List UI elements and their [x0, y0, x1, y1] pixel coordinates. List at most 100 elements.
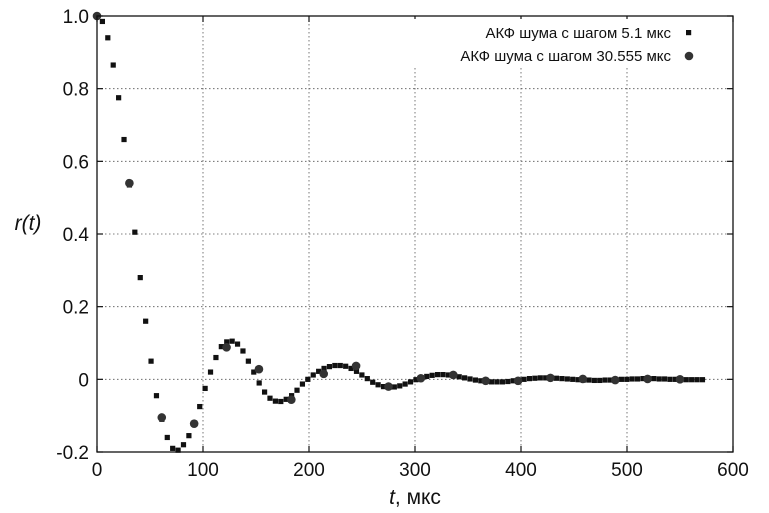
x-tick-label: 200	[293, 460, 325, 481]
x-axis-label: t, мкс	[389, 486, 441, 509]
data-point-square	[132, 229, 138, 235]
legend-label-step-5-1: АКФ шума с шагом 5.1 мкс	[485, 25, 671, 42]
data-point-square	[494, 379, 500, 385]
data-point-circle	[254, 364, 264, 374]
data-point-square	[218, 344, 224, 350]
data-point-square	[462, 375, 468, 381]
data-point-square	[105, 35, 111, 41]
data-point-square	[207, 369, 214, 375]
y-tick-label: 0	[78, 370, 89, 391]
data-point-square	[299, 381, 306, 387]
data-point-square	[413, 377, 419, 383]
data-point-square	[213, 354, 219, 361]
data-point-square	[310, 372, 316, 378]
data-point-square	[240, 348, 246, 354]
data-point-square	[445, 372, 451, 378]
data-point-square	[143, 318, 149, 324]
data-point-square	[229, 338, 235, 344]
data-point-square	[245, 358, 251, 364]
data-point-circle	[416, 373, 426, 383]
data-point-circle	[222, 343, 231, 352]
data-point-square	[537, 375, 543, 381]
data-point-square	[137, 275, 143, 281]
data-point-square	[602, 377, 608, 383]
data-point-square	[521, 376, 527, 382]
data-point-square	[570, 376, 576, 382]
data-point-circle	[157, 413, 167, 422]
data-point-square	[694, 377, 700, 383]
data-point-circle	[125, 178, 134, 188]
legend-marker-circle	[684, 51, 694, 61]
data-point-square	[337, 362, 343, 369]
data-point-square	[402, 381, 408, 387]
data-point-circle	[610, 375, 620, 385]
data-point-square	[467, 376, 473, 382]
legend: АКФ шума с шагом 5.1 мкс АКФ шума с шаго…	[405, 19, 727, 67]
y-tick-label: 0.6	[63, 152, 89, 173]
data-point-square	[121, 136, 127, 143]
x-tick-label: 100	[187, 460, 219, 481]
data-point-square	[197, 403, 203, 410]
data-point-square	[224, 339, 230, 345]
y-axis-label: r(t)	[15, 212, 42, 235]
tick-labels: 0 100 200 300 400 500 600-0.200.20.40.60.81.0	[56, 7, 749, 481]
data-point-square	[532, 375, 538, 381]
data-point-square	[343, 363, 349, 369]
data-point-circle	[448, 370, 458, 380]
data-point-square	[99, 18, 106, 25]
data-point-square	[505, 378, 511, 385]
y-tick-label: -0.2	[56, 443, 89, 464]
data-point-square	[272, 398, 278, 404]
data-point-square	[651, 376, 657, 382]
data-point-square	[553, 375, 560, 381]
data-point-square	[683, 377, 689, 383]
data-point-square	[359, 372, 365, 378]
data-point-square	[591, 377, 597, 384]
data-point-circle	[546, 373, 555, 383]
data-point-square	[110, 62, 116, 68]
y-tick-label: 0.8	[63, 80, 89, 101]
x-tick-label: 600	[717, 460, 749, 481]
data-point-square	[689, 377, 695, 383]
data-point-square	[397, 383, 403, 389]
data-point-square	[321, 365, 327, 372]
data-point-square	[186, 433, 192, 439]
x-tick-label: 400	[505, 460, 537, 481]
data-point-square	[256, 380, 262, 386]
data-point-square	[364, 376, 370, 382]
data-point-square	[472, 377, 479, 383]
data-point-square	[294, 387, 300, 393]
legend-label-step-30-555: АКФ шума с шагом 30.555 мкс	[460, 48, 671, 65]
data-point-square	[440, 372, 446, 378]
data-point-square	[564, 376, 570, 382]
data-point-square	[543, 375, 549, 381]
data-point-square	[499, 379, 506, 385]
data-point-circle	[578, 374, 588, 384]
data-point-square	[180, 442, 187, 448]
data-point-square	[424, 373, 430, 380]
data-point-square	[607, 377, 614, 383]
data-point-circle	[675, 375, 685, 384]
data-point-square	[667, 376, 673, 382]
data-point-square	[375, 382, 381, 388]
data-point-square	[148, 358, 154, 364]
data-point-circle	[384, 382, 393, 391]
data-point-square	[699, 377, 706, 383]
data-point-square	[391, 384, 397, 390]
x-tick-label: 300	[399, 460, 431, 481]
legend-background	[405, 19, 727, 67]
data-point-square	[370, 379, 376, 385]
data-point-square	[434, 372, 441, 378]
data-point-square	[407, 379, 414, 385]
data-point-square	[656, 376, 662, 382]
data-point-square	[629, 376, 635, 382]
data-point-square	[672, 376, 679, 382]
grid-lines	[97, 16, 733, 452]
data-point-square	[267, 395, 273, 401]
axis-ticks	[96, 15, 734, 453]
data-point-square	[153, 393, 160, 399]
data-point-square	[456, 374, 462, 380]
data-point-square	[316, 368, 322, 374]
y-tick-label: 0.4	[63, 225, 90, 246]
